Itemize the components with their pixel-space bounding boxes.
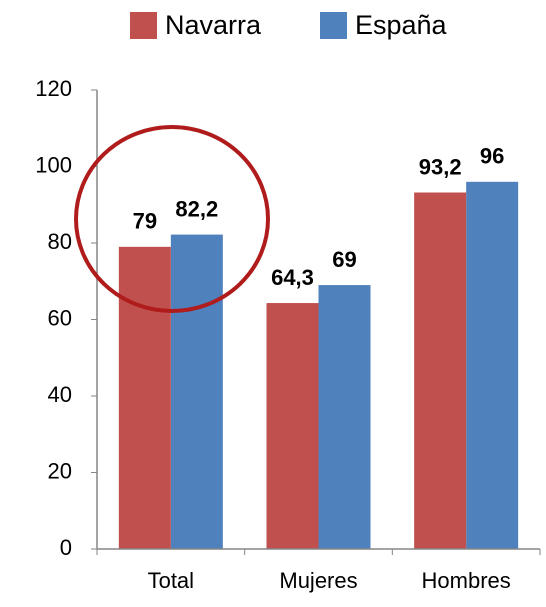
legend-label: España (355, 10, 448, 40)
bar (170, 234, 223, 549)
value-label: 64,3 (271, 265, 314, 290)
x-tick-label: Total (148, 568, 194, 593)
y-tick-label: 80 (48, 229, 72, 254)
value-label: 93,2 (419, 154, 462, 179)
bar (318, 285, 371, 549)
bar (266, 303, 319, 549)
y-tick-label: 100 (35, 152, 72, 177)
legend-swatch (130, 12, 157, 39)
y-tick-label: 0 (60, 535, 72, 560)
legend-swatch (320, 12, 347, 39)
bar (414, 192, 467, 549)
value-label: 82,2 (175, 196, 218, 221)
bar (118, 246, 171, 549)
value-label: 69 (332, 247, 356, 272)
highlight-circle (74, 125, 270, 313)
y-tick-label: 40 (48, 382, 72, 407)
value-label: 79 (133, 209, 157, 234)
bar (466, 181, 519, 550)
x-tick-label: Mujeres (279, 568, 357, 593)
value-label: 96 (480, 144, 504, 169)
y-tick-label: 60 (48, 305, 72, 330)
x-tick-label: Hombres (422, 568, 511, 593)
y-tick-label: 20 (48, 458, 72, 483)
y-tick-label: 120 (35, 76, 72, 101)
legend-label: Navarra (165, 10, 262, 40)
